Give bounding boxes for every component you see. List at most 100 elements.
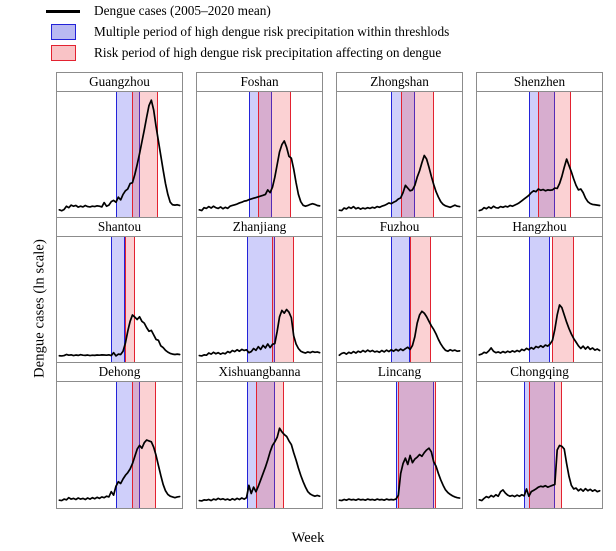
x-tick-mark <box>244 508 245 509</box>
y-tick-mark <box>56 102 57 103</box>
dengue-cases-line <box>197 92 322 218</box>
panel-dehong: Dehong024601020304050 <box>56 362 183 509</box>
x-tick-mark <box>361 508 362 509</box>
panel-title: Shantou <box>56 217 183 236</box>
y-tick-mark <box>336 429 337 430</box>
y-tick-mark <box>476 102 477 103</box>
y-tick-mark <box>476 139 477 140</box>
y-tick-mark <box>196 356 197 357</box>
dengue-cases-line <box>197 237 322 363</box>
y-tick-mark <box>336 247 337 248</box>
panel-title: Xishuangbanna <box>196 362 323 381</box>
panel-shantou: Shantou0246 <box>56 217 183 364</box>
y-tick-mark <box>56 501 57 502</box>
plot-area: 01020304050 <box>476 381 603 509</box>
y-tick-mark <box>56 284 57 285</box>
y-tick-mark <box>476 392 477 393</box>
plot-area <box>336 91 463 219</box>
y-tick-mark <box>56 429 57 430</box>
x-tick-mark <box>337 508 338 509</box>
y-tick-mark <box>336 139 337 140</box>
x-tick-mark <box>571 508 572 509</box>
red-risk-band <box>255 382 285 508</box>
panel-zhanjiang: Zhanjiang <box>196 217 323 364</box>
blue-risk-band <box>391 92 415 218</box>
y-tick-mark <box>476 356 477 357</box>
y-tick-mark <box>196 247 197 248</box>
y-tick-mark <box>196 284 197 285</box>
dengue-cases-line <box>477 382 602 508</box>
y-tick-mark <box>476 465 477 466</box>
panel-fuzhou: Fuzhou <box>336 217 463 364</box>
x-tick-mark <box>501 508 502 509</box>
panel-title: Lincang <box>336 362 463 381</box>
plot-area <box>476 236 603 364</box>
panel-foshan: Foshan <box>196 72 323 219</box>
y-tick-mark <box>336 320 337 321</box>
y-tick-mark <box>336 175 337 176</box>
x-tick-mark <box>477 508 478 509</box>
legend-label: Risk period of high dengue risk precipit… <box>94 45 442 61</box>
y-tick-mark <box>196 320 197 321</box>
red-risk-band <box>258 92 292 218</box>
y-tick-mark <box>476 211 477 212</box>
plot-area: 0246 <box>56 236 183 364</box>
dengue-cases-line <box>337 237 462 363</box>
x-tick-mark <box>175 508 176 509</box>
y-tick-mark <box>336 465 337 466</box>
y-tick-mark <box>56 139 57 140</box>
x-axis-label: Week <box>291 530 325 546</box>
panel-title: Fuzhou <box>336 217 463 236</box>
panel-title: Zhongshan <box>336 72 463 91</box>
y-tick-mark <box>196 429 197 430</box>
x-tick-mark <box>408 508 409 509</box>
x-tick-mark <box>81 508 82 509</box>
panel-title: Zhanjiang <box>196 217 323 236</box>
plot-area <box>476 91 603 219</box>
dengue-cases-line <box>57 382 182 508</box>
blue-risk-band <box>246 382 275 508</box>
panel-guangzhou: Guangzhou0246 <box>56 72 183 219</box>
y-tick-mark <box>476 284 477 285</box>
panel-title: Shenzhen <box>476 72 603 91</box>
legend-label: Dengue cases (2005–2020 mean) <box>94 3 271 19</box>
y-tick-mark <box>196 175 197 176</box>
y-tick-mark <box>476 320 477 321</box>
panel-title: Foshan <box>196 72 323 91</box>
y-tick-mark <box>336 501 337 502</box>
y-tick-mark <box>476 175 477 176</box>
x-tick-mark <box>151 508 152 509</box>
x-tick-mark <box>291 508 292 509</box>
dengue-cases-line <box>197 382 322 508</box>
y-tick-mark <box>476 247 477 248</box>
y-tick-mark <box>196 501 197 502</box>
y-tick-mark <box>336 356 337 357</box>
dengue-cases-line <box>337 382 462 508</box>
y-axis-label: Dengue cases (ln scale) <box>31 239 48 378</box>
dengue-cases-line <box>477 92 602 218</box>
blue-risk-band <box>248 92 273 218</box>
box-swatch-blue-icon <box>42 24 84 40</box>
y-tick-mark <box>336 392 337 393</box>
red-risk-band <box>125 237 135 363</box>
y-tick-mark <box>196 465 197 466</box>
panel-title: Hangzhou <box>476 217 603 236</box>
panel-shenzhen: Shenzhen <box>476 72 603 219</box>
red-risk-band <box>528 382 562 508</box>
legend-item-dengue-cases: Dengue cases (2005–2020 mean) <box>42 1 271 21</box>
y-tick-mark <box>56 175 57 176</box>
legend-item-risk-period: Risk period of high dengue risk precipit… <box>42 43 441 63</box>
x-tick-mark <box>524 508 525 509</box>
plot-area: 01020304050 <box>336 381 463 509</box>
y-tick-mark <box>336 284 337 285</box>
y-tick-mark <box>476 501 477 502</box>
panel-title: Chongqing <box>476 362 603 381</box>
blue-risk-band <box>528 92 555 218</box>
red-risk-band <box>400 92 434 218</box>
dengue-cases-line <box>57 92 182 218</box>
x-tick-mark <box>595 508 596 509</box>
x-tick-mark <box>431 508 432 509</box>
red-risk-band <box>538 92 572 218</box>
dengue-cases-line <box>477 237 602 363</box>
y-tick-mark <box>196 102 197 103</box>
